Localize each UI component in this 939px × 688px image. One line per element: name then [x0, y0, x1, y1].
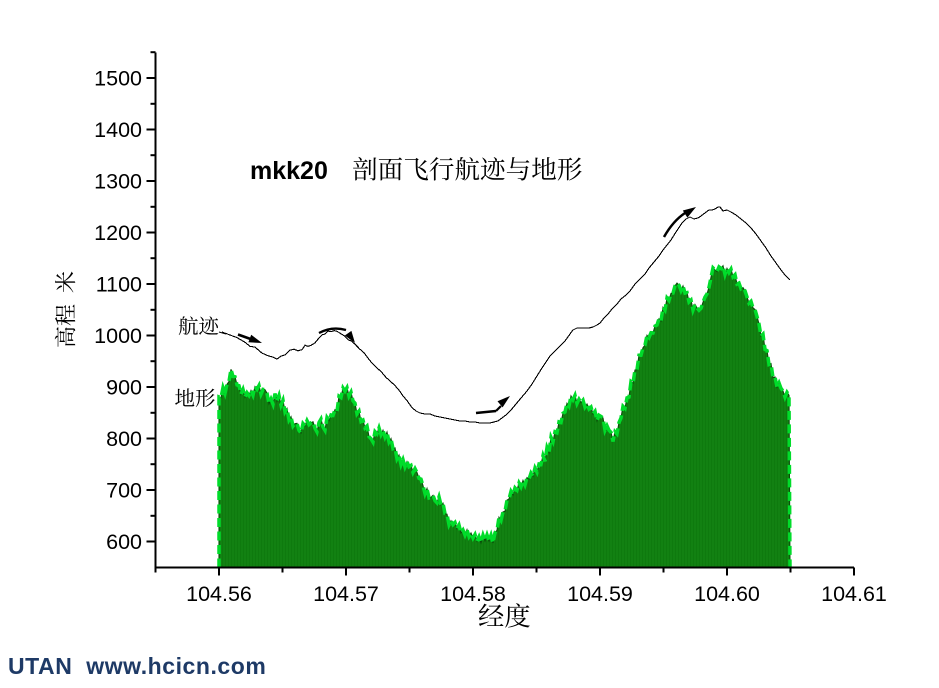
- svg-text:1100: 1100: [96, 273, 142, 297]
- svg-text:UTAN www.hcicn.com: UTAN www.hcicn.com: [8, 653, 266, 679]
- svg-text:1200: 1200: [94, 221, 142, 245]
- svg-text:1300: 1300: [94, 170, 142, 194]
- svg-text:700: 700: [106, 479, 142, 503]
- svg-text:104.59: 104.59: [567, 582, 633, 606]
- svg-text:104.57: 104.57: [313, 582, 379, 606]
- svg-text:900: 900: [106, 376, 142, 400]
- svg-text:104.58: 104.58: [440, 582, 506, 606]
- svg-text:800: 800: [106, 427, 142, 451]
- svg-text:1400: 1400: [94, 118, 142, 142]
- svg-text:104.61: 104.61: [821, 582, 887, 606]
- svg-text:1000: 1000: [94, 324, 142, 348]
- svg-text:104.56: 104.56: [186, 582, 252, 606]
- svg-text:104.60: 104.60: [694, 582, 760, 606]
- svg-text:1500: 1500: [94, 67, 142, 91]
- svg-text:mkk20: mkk20: [250, 157, 328, 185]
- svg-text:600: 600: [106, 530, 142, 554]
